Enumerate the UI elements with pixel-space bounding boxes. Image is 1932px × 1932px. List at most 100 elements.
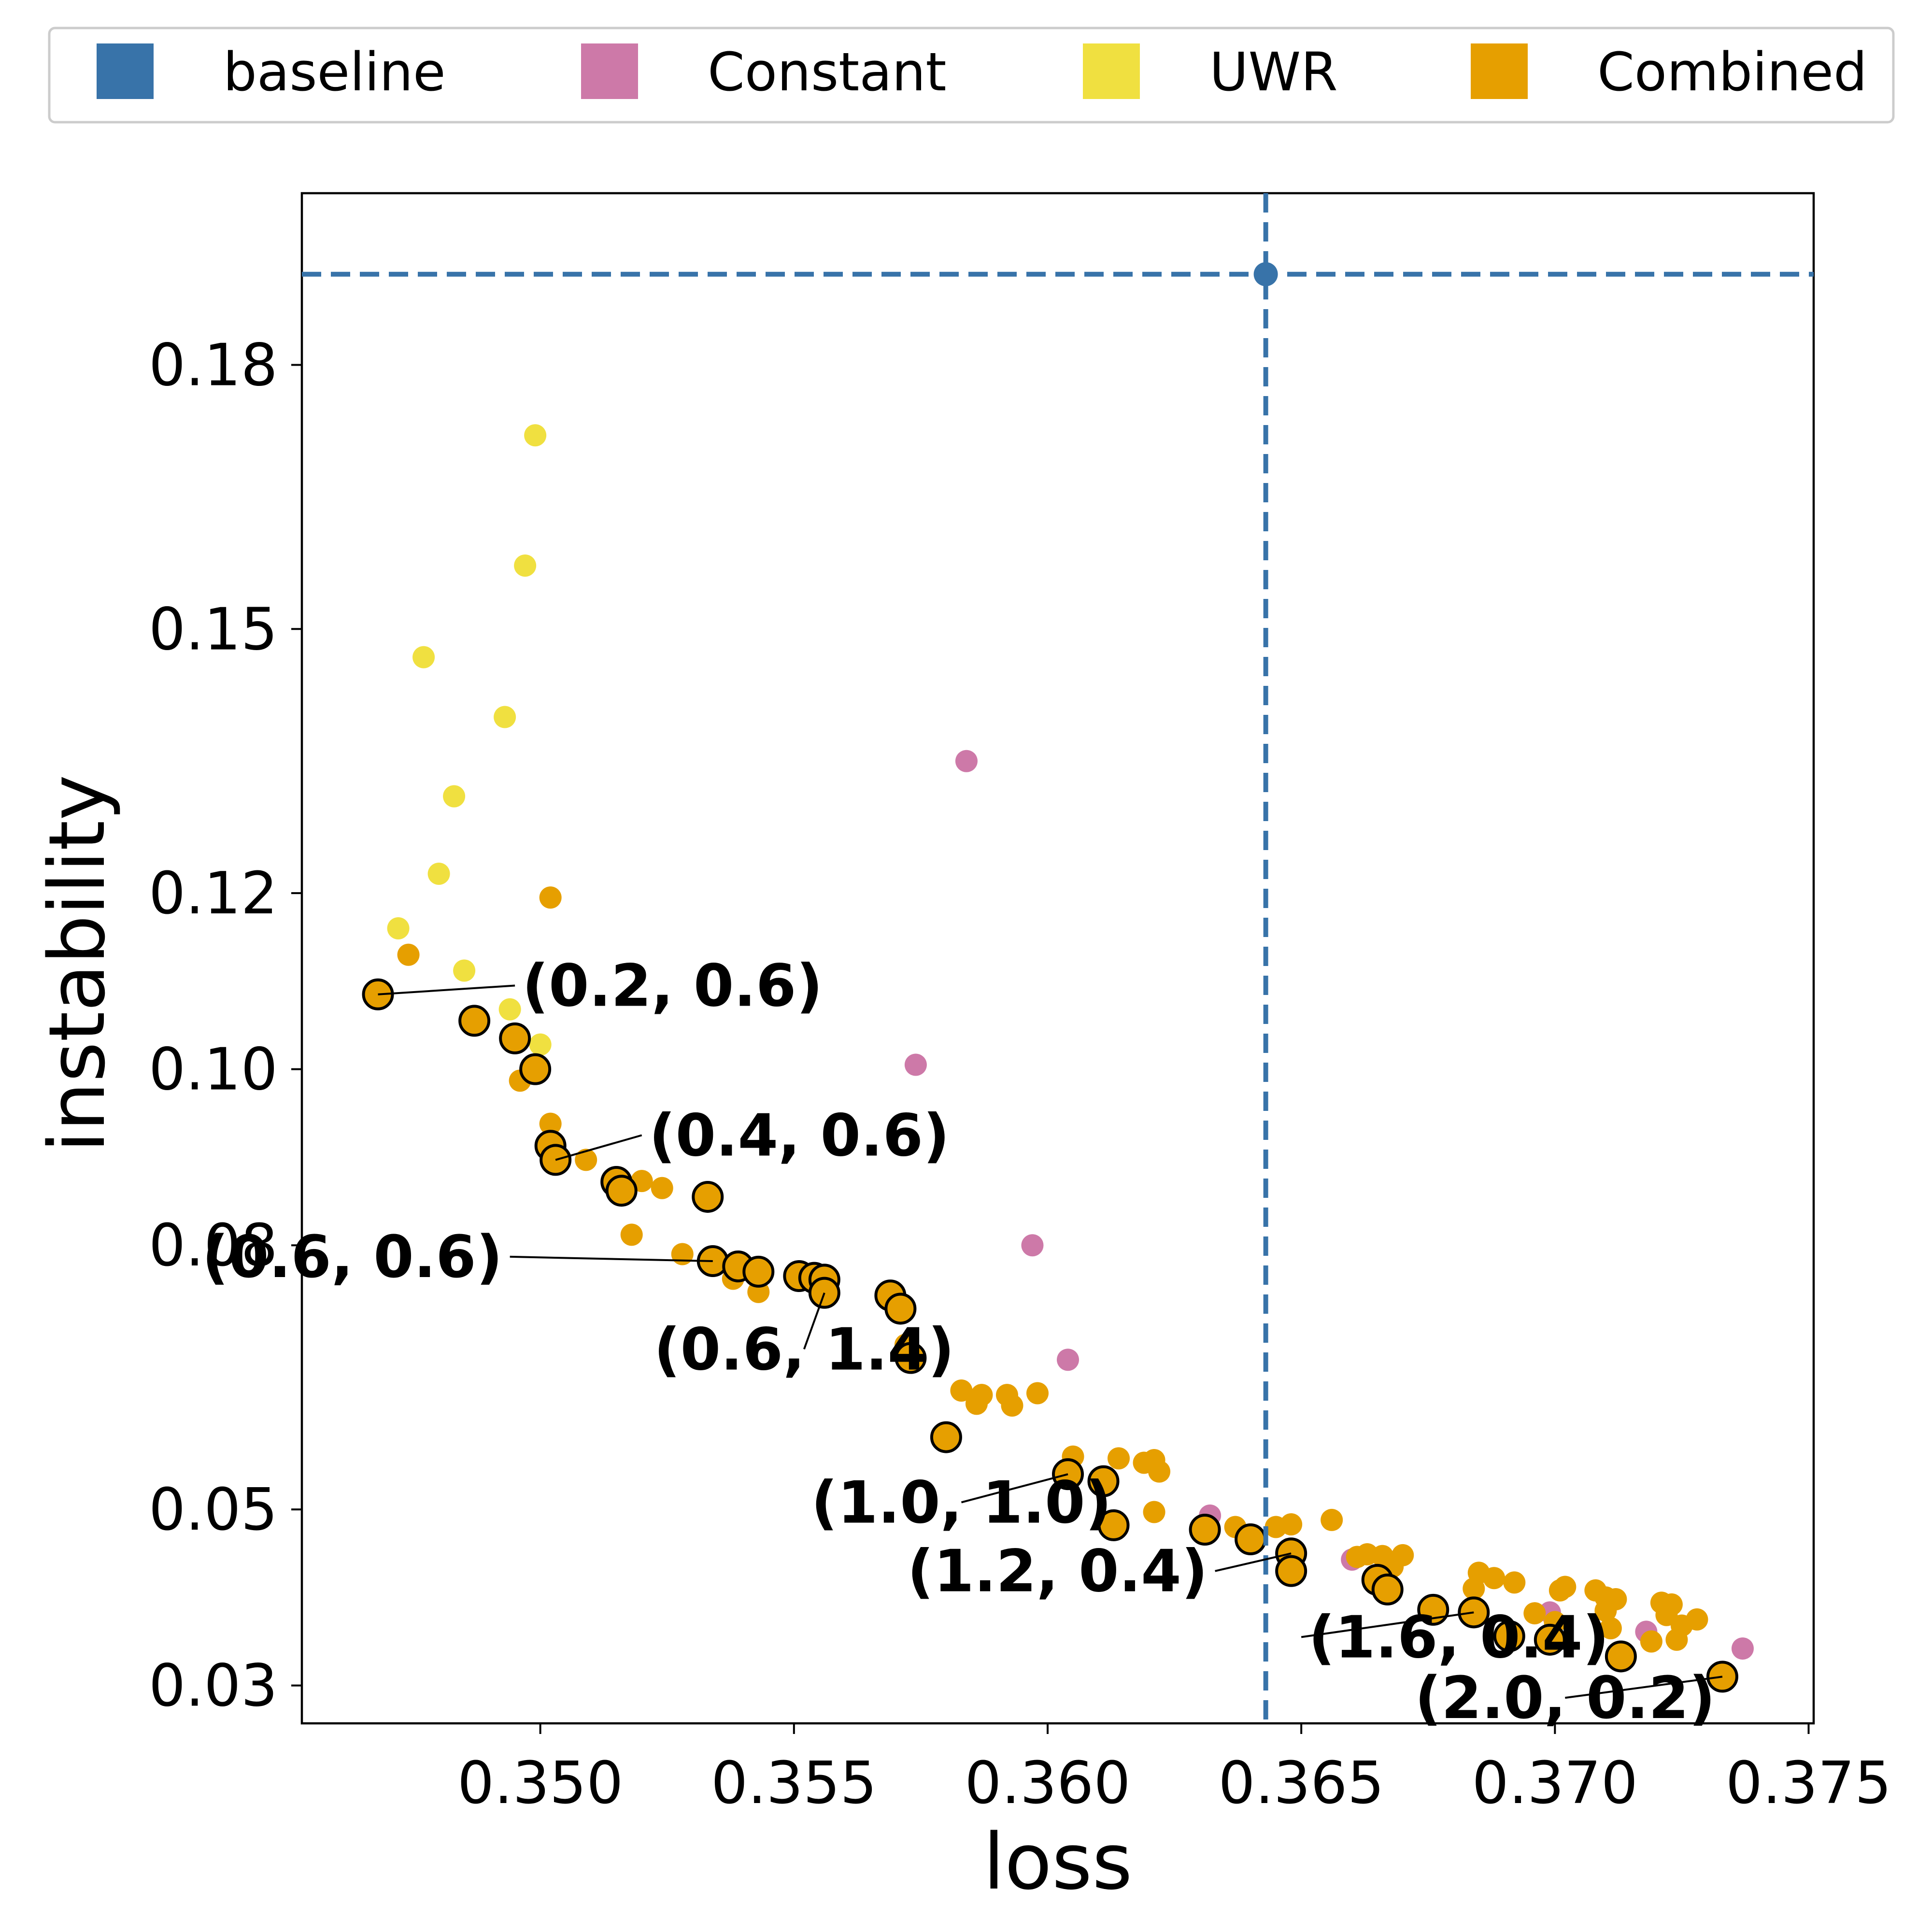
combined-point (575, 1149, 597, 1171)
combined-point (671, 1243, 694, 1265)
legend-swatch (1083, 43, 1140, 99)
combined-point (1108, 1447, 1130, 1470)
plot-frame (300, 192, 1815, 1725)
combined-point (1523, 1602, 1546, 1625)
combined-annotated-point (1087, 1465, 1120, 1497)
annotation-leader-line (1215, 1552, 1292, 1572)
combined-annotated-point (692, 1180, 724, 1213)
legend-swatch (581, 43, 638, 99)
uwr-point (498, 998, 521, 1021)
combined-point (539, 1112, 562, 1135)
y-tick-label: 0.08 (149, 1212, 278, 1279)
legend-swatch (97, 43, 154, 99)
annotation-label: (0.2, 0.6) (522, 953, 823, 1020)
combined-annotated-point (605, 1175, 638, 1207)
legend-label: Combined (1597, 41, 1867, 103)
combined-annotated-point (519, 1053, 552, 1085)
legend: baseline Constant UWR Combined (48, 27, 1895, 124)
combined-annotated-point (1097, 1509, 1130, 1541)
combined-annotated-point (895, 1342, 927, 1374)
annotation-leader-line (961, 1473, 1068, 1504)
x-tick-label: 0.375 (1726, 1750, 1892, 1817)
combined-point (1026, 1382, 1049, 1405)
combined-annotated-point (1493, 1620, 1525, 1652)
combined-point (1640, 1630, 1662, 1653)
y-tick-label: 0.05 (149, 1477, 278, 1544)
combined-point (1321, 1508, 1343, 1531)
combined-point (1280, 1513, 1303, 1536)
constant-point (904, 1053, 927, 1076)
x-axis: 0.350 0.355 0.360 0.365 0.370 0.375 (457, 1723, 1891, 1817)
combined-annotated-point (884, 1293, 917, 1325)
annotation-label: (1.0, 1.0) (811, 1469, 1111, 1536)
legend-label: UWR (1209, 41, 1338, 103)
constant-point (955, 750, 978, 772)
combined-point (950, 1379, 973, 1402)
combined-annotated-point (930, 1421, 962, 1453)
combined-point (1599, 1617, 1622, 1640)
combined-point (1463, 1577, 1485, 1600)
uwr-point (514, 554, 537, 577)
y-tick-label: 0.18 (149, 332, 278, 399)
combined-point (1686, 1608, 1708, 1631)
legend-label: Constant (708, 41, 947, 103)
combined-point (1143, 1501, 1165, 1523)
legend-label: baseline (223, 41, 446, 103)
combined-point (1148, 1460, 1171, 1483)
y-tick-label: 0.10 (149, 1037, 278, 1104)
combined-annotated-point (499, 1022, 531, 1054)
combined-point (397, 943, 420, 966)
x-axis-label: loss (983, 1817, 1132, 1907)
combined-point (965, 1392, 988, 1415)
combined-annotated-point (1275, 1555, 1307, 1587)
uwr-point (443, 785, 466, 808)
annotation-leader-line (378, 984, 515, 995)
uwr-point (412, 646, 435, 668)
combined-point (620, 1223, 643, 1246)
combined-point (539, 886, 562, 909)
legend-frame (48, 27, 1895, 124)
baseline-point (1253, 262, 1278, 286)
x-tick-label: 0.370 (1472, 1750, 1638, 1817)
uwr-point (524, 424, 547, 447)
uwr-point (387, 917, 410, 940)
combined-point (1554, 1576, 1577, 1598)
y-tick-label: 0.12 (149, 860, 278, 927)
y-tick-label: 0.03 (149, 1653, 278, 1720)
constant-point (1057, 1349, 1080, 1371)
combined-point (651, 1177, 673, 1199)
annotation-leader-line (803, 1292, 825, 1350)
y-axis-label: instability (32, 775, 122, 1152)
annotation-leader-line (1301, 1611, 1474, 1638)
combined-point (1665, 1628, 1688, 1651)
annotation-label: (0.6, 0.6) (202, 1224, 502, 1291)
x-tick-label: 0.365 (1218, 1750, 1384, 1817)
y-axis: 0.03 0.05 0.08 0.10 0.12 0.15 0.18 (149, 332, 302, 1720)
x-tick-label: 0.355 (711, 1750, 877, 1817)
uwr-point (453, 959, 476, 982)
combined-annotated-point (1235, 1523, 1267, 1556)
uwr-point (427, 863, 450, 885)
constant-point (1021, 1234, 1044, 1257)
annotation-label: (1.2, 0.4) (907, 1538, 1208, 1605)
annotation-label: (0.6, 1.4) (654, 1316, 954, 1383)
x-tick-label: 0.350 (457, 1750, 624, 1817)
annotation-label: (2.0, 0.2) (1415, 1665, 1715, 1732)
combined-point (1594, 1599, 1617, 1622)
annotation-leader-line (1565, 1676, 1723, 1699)
combined-point (1001, 1394, 1023, 1417)
annotation-label: (1.6, 0.4) (1308, 1604, 1609, 1671)
x-tick-label: 0.360 (965, 1750, 1131, 1817)
combined-point (1503, 1571, 1526, 1594)
combined-annotated-point (742, 1255, 775, 1288)
plot-area: (0.2, 0.6) (0.4, 0.6) (0.6, 0.6) (0.6, 1.4)… (202, 192, 1815, 1732)
annotation-leader-line (510, 1255, 713, 1263)
uwr-point (494, 706, 516, 728)
combined-point (1483, 1567, 1506, 1590)
combined-annotated-point (1605, 1640, 1637, 1673)
legend-swatch (1471, 43, 1528, 99)
combined-annotated-point (1371, 1573, 1404, 1605)
constant-point (1731, 1637, 1754, 1660)
combined-annotated-point (458, 1005, 491, 1037)
